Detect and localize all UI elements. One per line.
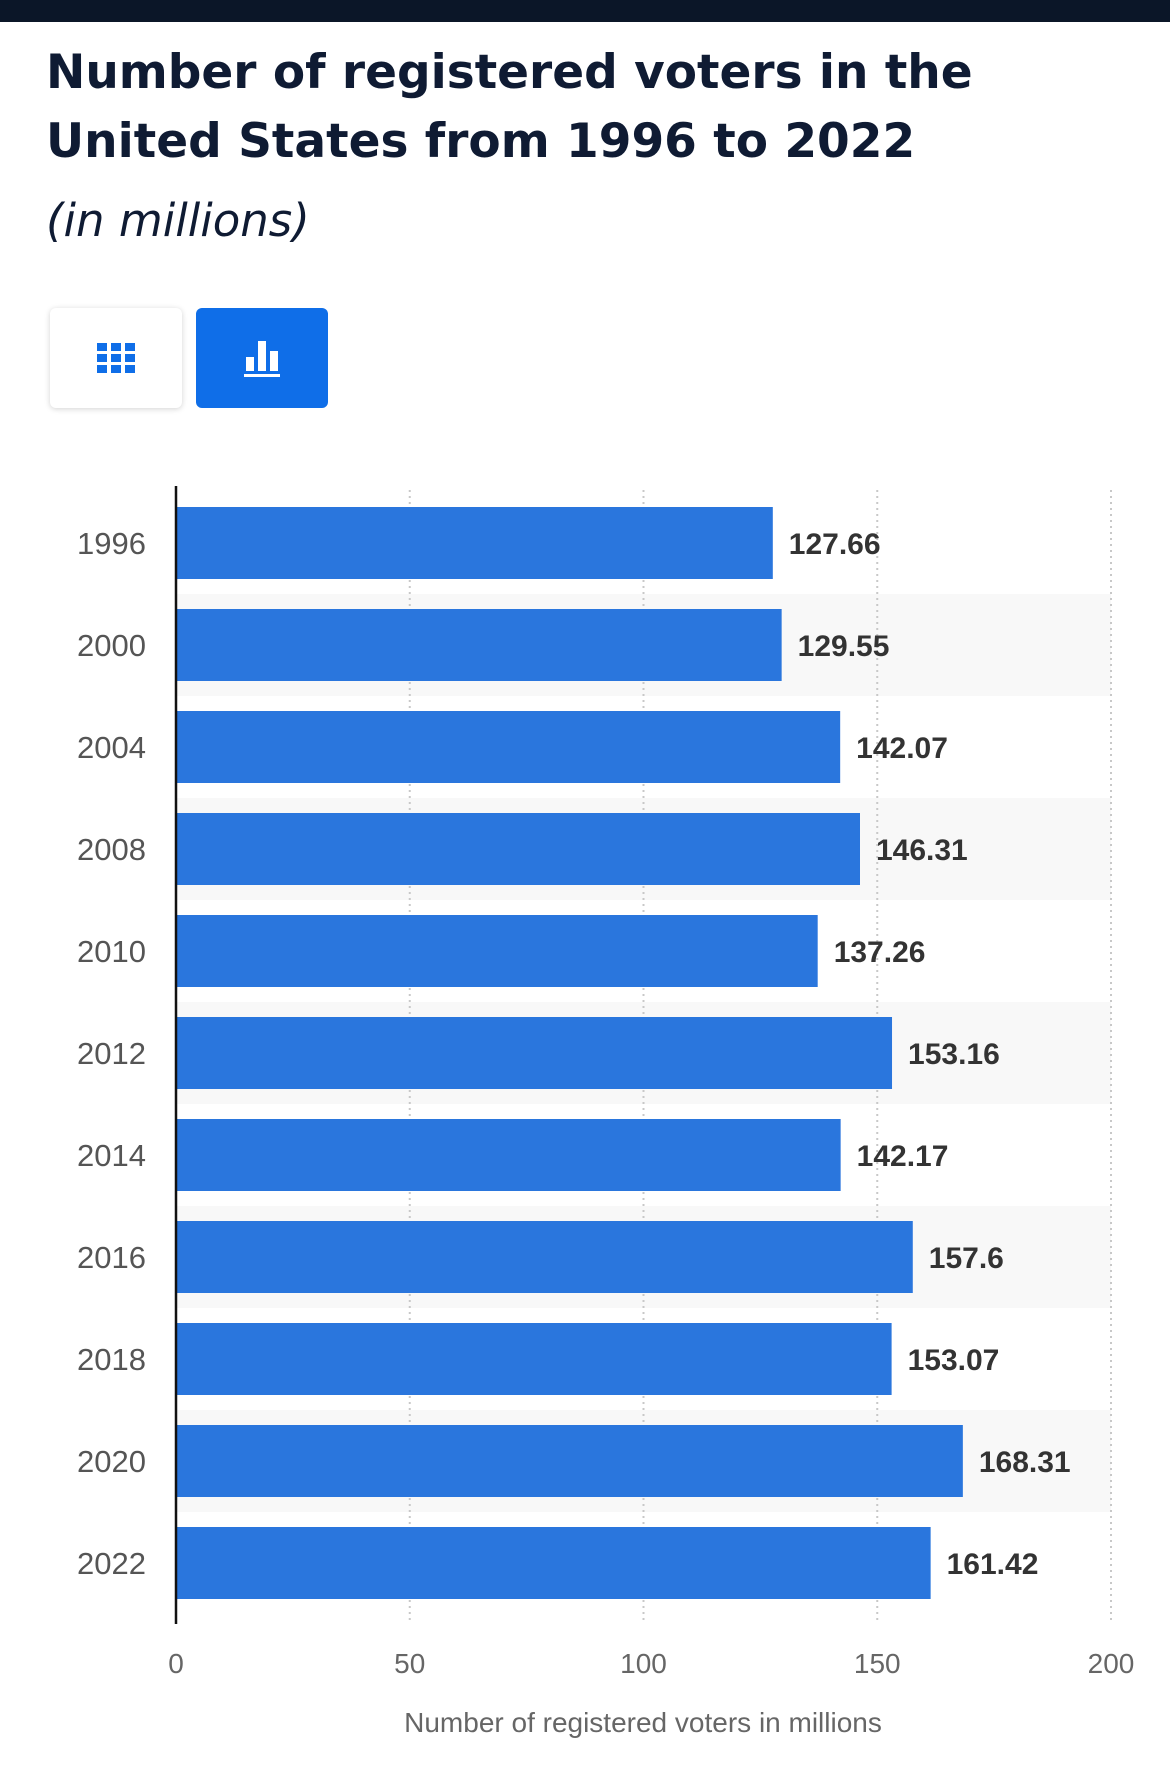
bar-2016 [176, 1221, 913, 1293]
data-label: 129.55 [798, 630, 890, 663]
data-label: 157.6 [929, 1242, 1004, 1275]
y-tick-label: 2000 [77, 628, 146, 663]
bar-2020 [176, 1425, 963, 1497]
chart-title: Number of registered voters in the Unite… [46, 45, 973, 169]
data-label: 127.66 [789, 528, 881, 561]
bar-2018 [176, 1323, 892, 1395]
y-tick-label: 2010 [77, 934, 146, 969]
data-label: 137.26 [834, 936, 926, 969]
y-tick-label: 2020 [77, 1444, 146, 1479]
y-tick-label: 2012 [77, 1036, 146, 1071]
data-label: 142.07 [856, 732, 948, 765]
x-tick-label: 0 [168, 1648, 184, 1679]
bar-2014 [176, 1119, 841, 1191]
x-tick-label: 50 [394, 1648, 425, 1679]
x-tick-label: 200 [1088, 1648, 1135, 1679]
chart-subtitle: (in millions) [46, 194, 310, 247]
data-label: 168.31 [979, 1446, 1071, 1479]
data-label: 153.07 [908, 1344, 1000, 1377]
y-tick-label: 2018 [77, 1342, 146, 1377]
bar-2000 [176, 609, 782, 681]
bar-chart-icon [244, 341, 280, 377]
data-label: 153.16 [908, 1038, 1000, 1071]
bar-2022 [176, 1527, 931, 1599]
top-bar [0, 0, 1170, 22]
data-label: 161.42 [947, 1548, 1039, 1581]
table-grid-icon [97, 343, 135, 373]
y-tick-label: 2016 [77, 1240, 146, 1275]
bar-2012 [176, 1017, 893, 1089]
y-tick-label: 2004 [77, 730, 146, 765]
x-tick-label: 150 [854, 1648, 901, 1679]
x-tick-label: 100 [620, 1648, 667, 1679]
table-view-button[interactable] [50, 308, 182, 408]
y-tick-label: 1996 [77, 526, 146, 561]
chart-view-button[interactable] [196, 308, 328, 408]
y-tick-label: 2008 [77, 832, 146, 867]
y-tick-label: 2022 [77, 1546, 146, 1581]
bar-2004 [176, 711, 841, 783]
bar-2010 [176, 915, 818, 987]
bar-2008 [176, 813, 860, 885]
x-axis-label: Number of registered voters in millions [404, 1707, 882, 1738]
data-label: 142.17 [857, 1140, 949, 1173]
bar-1996 [176, 507, 773, 579]
data-label: 146.31 [876, 834, 968, 867]
y-tick-label: 2014 [77, 1138, 146, 1173]
